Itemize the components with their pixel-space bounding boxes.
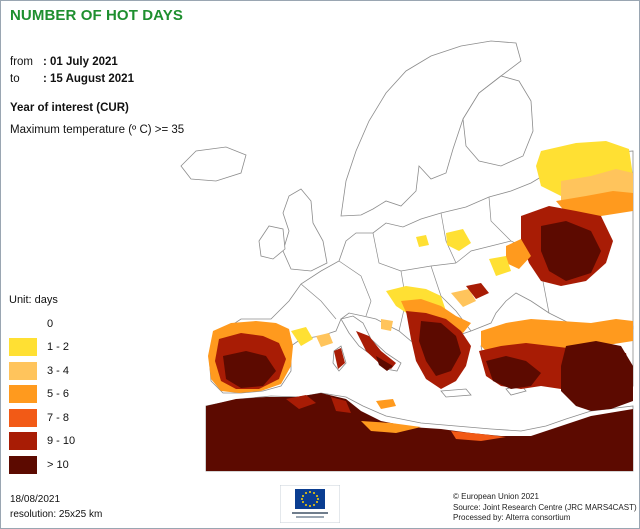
ireland bbox=[258, 225, 286, 260]
hot-days-russia bbox=[489, 141, 633, 286]
legend-label: 3 - 4 bbox=[47, 364, 70, 377]
from-label: from bbox=[10, 56, 33, 68]
hot-days-north-africa bbox=[206, 393, 633, 471]
european-commission-logo bbox=[280, 485, 340, 523]
legend-label: 9 - 10 bbox=[47, 435, 76, 448]
credit-line: © European Union 2021 bbox=[453, 492, 539, 501]
period-from: from : 01 July 2021 bbox=[10, 56, 118, 68]
legend-item: 7 - 8 bbox=[9, 406, 75, 430]
period-to: to : 15 August 2021 bbox=[10, 73, 134, 85]
map-resolution: resolution: 25x25 km bbox=[10, 509, 103, 520]
iceland bbox=[180, 146, 247, 182]
legend-label: 7 - 8 bbox=[47, 411, 70, 424]
legend-unit: Unit: days bbox=[9, 294, 58, 306]
finland bbox=[462, 75, 534, 167]
credits: © European Union 2021 Source: Joint Rese… bbox=[453, 492, 637, 524]
credit-line: Source: Joint Research Centre (JRC MARS4… bbox=[453, 502, 637, 512]
legend-swatch bbox=[9, 361, 37, 380]
legend-item: 3 - 4 bbox=[9, 359, 75, 383]
legend-label: 1 - 2 bbox=[47, 341, 70, 354]
legend-item: 5 - 6 bbox=[9, 383, 75, 407]
map-date: 18/08/2021 bbox=[10, 494, 61, 505]
legend-swatch bbox=[9, 385, 37, 404]
temperature-threshold: Maximum temperature (º C) >= 35 bbox=[10, 124, 185, 136]
hot-days-france-italy bbox=[291, 327, 396, 409]
legend-swatch bbox=[9, 338, 37, 357]
to-label: to bbox=[10, 73, 20, 85]
hot-days-balkans bbox=[386, 286, 476, 389]
hot-days-turkey bbox=[479, 319, 633, 411]
legend-swatch bbox=[9, 432, 37, 451]
from-date: : 01 July 2021 bbox=[43, 56, 118, 68]
continental-europe bbox=[208, 150, 634, 394]
to-date: : 15 August 2021 bbox=[43, 73, 134, 85]
legend-label: 0 bbox=[47, 317, 54, 330]
legend-item: 0 bbox=[9, 312, 75, 336]
legend: Unit: days 0 1 - 2 3 - 4 5 - 6 7 - 8 9 -… bbox=[9, 294, 75, 477]
crete bbox=[440, 388, 472, 398]
credit-line: Processed by: Alterra consortium bbox=[453, 513, 571, 522]
great-britain bbox=[282, 188, 328, 272]
legend-label: > 10 bbox=[47, 458, 69, 471]
map-title: NUMBER OF HOT DAYS bbox=[10, 7, 183, 24]
year-of-interest: Year of interest (CUR) bbox=[10, 102, 129, 114]
legend-swatch bbox=[9, 314, 37, 333]
legend-item: 1 - 2 bbox=[9, 336, 75, 360]
hot-days-scattered bbox=[381, 229, 489, 331]
legend-swatch bbox=[9, 408, 37, 427]
legend-item: 9 - 10 bbox=[9, 430, 75, 454]
hot-days-iberia bbox=[208, 321, 293, 393]
legend-swatch bbox=[9, 455, 37, 474]
legend-item: > 10 bbox=[9, 453, 75, 477]
legend-label: 5 - 6 bbox=[47, 388, 70, 401]
